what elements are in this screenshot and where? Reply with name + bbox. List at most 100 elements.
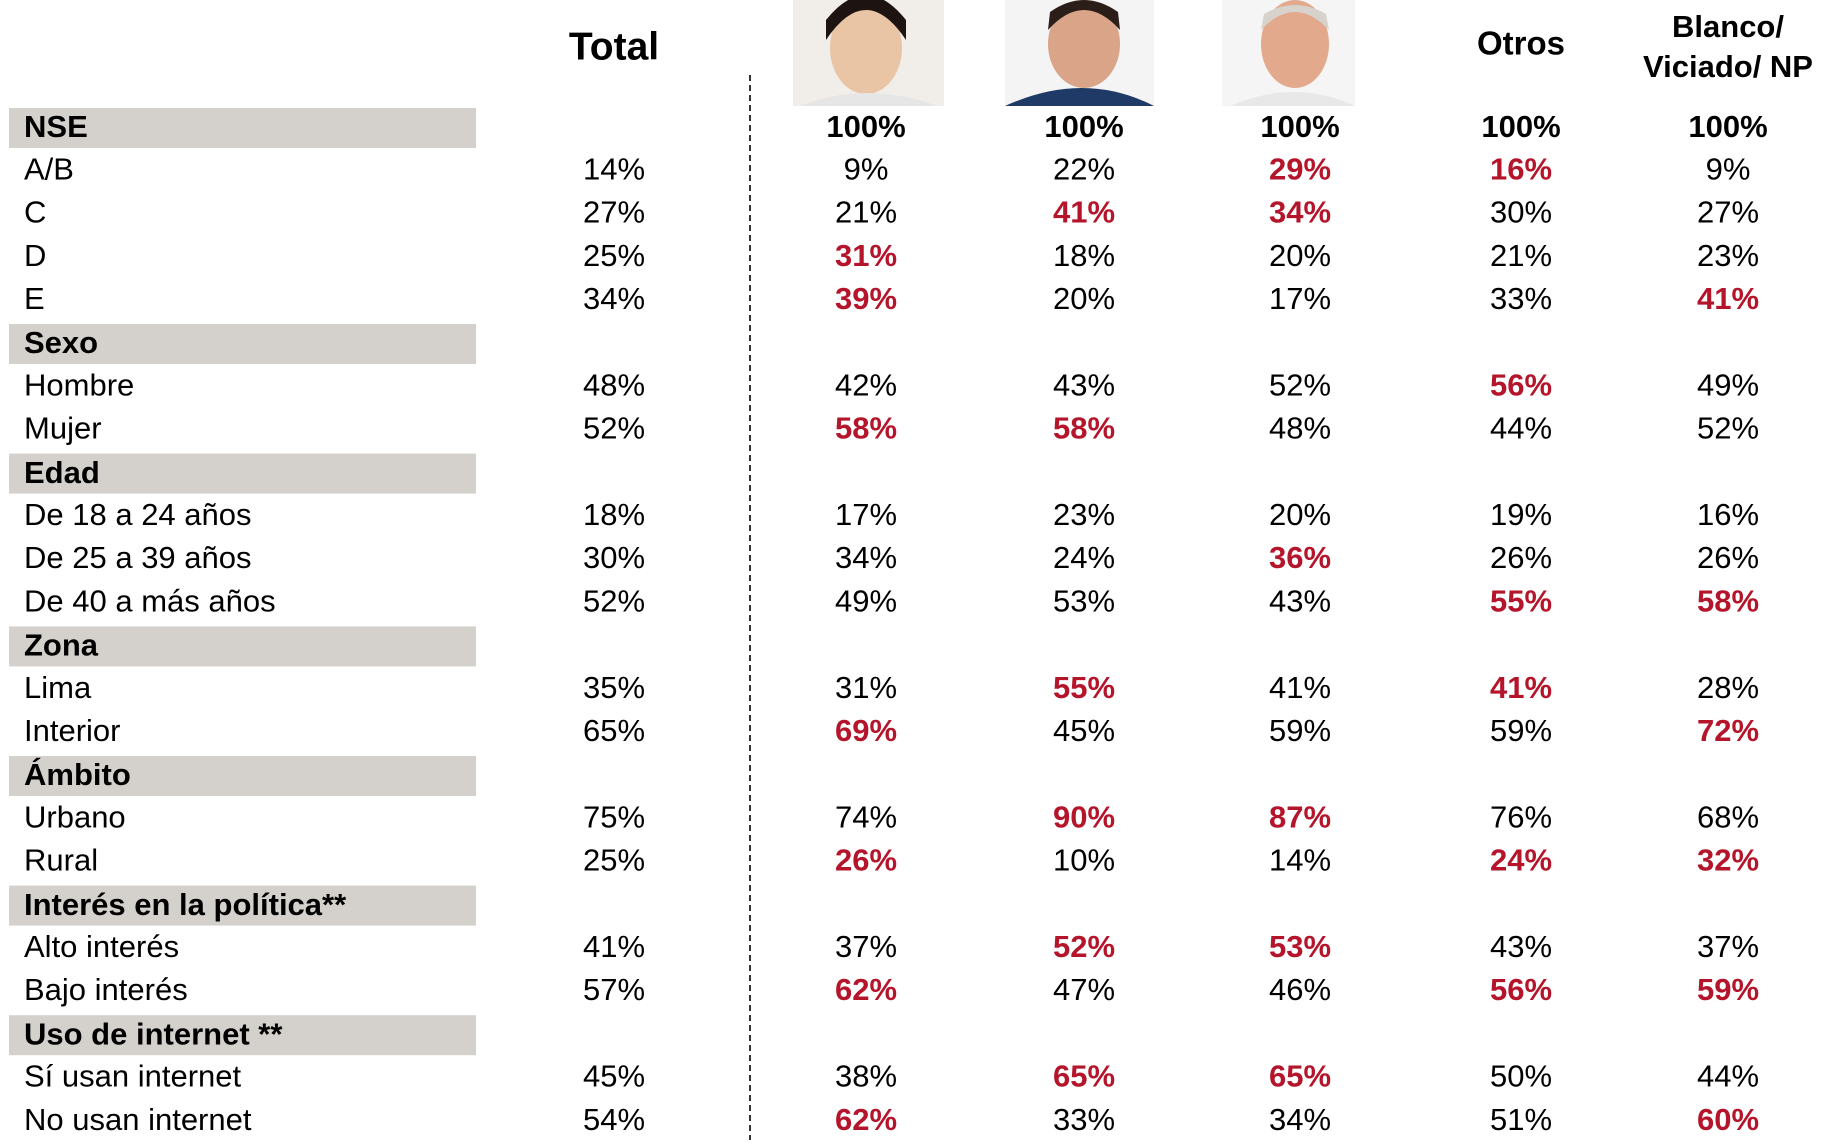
cell: 48% [583, 367, 645, 402]
row-label: Interior [24, 713, 120, 748]
cell: 57% [583, 972, 645, 1007]
cell: 41% [1490, 670, 1552, 705]
cell: 52% [583, 583, 645, 618]
cell: 34% [835, 540, 897, 575]
cell: 44% [1490, 411, 1552, 446]
cell: 90% [1053, 799, 1115, 834]
cell: 58% [835, 411, 897, 446]
cell: 59% [1269, 713, 1331, 748]
cell: 14% [583, 151, 645, 186]
section-title: Zona [24, 628, 99, 663]
cell: 26% [1697, 540, 1759, 575]
row-label: Bajo interés [24, 972, 188, 1007]
row-label: No usan internet [24, 1102, 252, 1137]
base-cell: 100% [1260, 109, 1339, 144]
photo [1222, 0, 1355, 106]
cell: 52% [1269, 367, 1331, 402]
cell: 17% [835, 497, 897, 532]
row-label: Mujer [24, 411, 102, 446]
cell: 62% [835, 972, 897, 1007]
cell: 32% [1697, 843, 1759, 878]
cell: 20% [1269, 497, 1331, 532]
cell: 33% [1053, 1102, 1115, 1137]
cell: 30% [583, 540, 645, 575]
cell: 10% [1053, 843, 1115, 878]
cell: 34% [1269, 1102, 1331, 1137]
cell: 37% [1697, 929, 1759, 964]
cell: 21% [1490, 238, 1552, 273]
cell: 26% [835, 843, 897, 878]
section-band [9, 324, 476, 364]
section-title: NSE [24, 109, 88, 144]
cell: 39% [835, 281, 897, 316]
section-band [9, 756, 476, 796]
cell: 49% [1697, 367, 1759, 402]
cell: 51% [1490, 1102, 1552, 1137]
section-title: Interés en la política** [24, 887, 347, 922]
cell: 9% [844, 151, 889, 186]
row-label: E [24, 281, 45, 316]
cell: 47% [1053, 972, 1115, 1007]
cell: 56% [1490, 367, 1552, 402]
cell: 27% [1697, 195, 1759, 230]
cell: 18% [1053, 238, 1115, 273]
row-label: De 40 a más años [24, 583, 276, 618]
cell: 9% [1706, 151, 1751, 186]
cell: 68% [1697, 799, 1759, 834]
cell: 24% [1490, 843, 1552, 878]
row-label: Urbano [24, 799, 126, 834]
cell: 69% [835, 713, 897, 748]
cell: 41% [583, 929, 645, 964]
cell: 58% [1697, 583, 1759, 618]
cell: 14% [1269, 843, 1331, 878]
cell: 48% [1269, 411, 1331, 446]
row-label: Sí usan internet [24, 1059, 242, 1094]
base-cell: 100% [1044, 109, 1123, 144]
row-label: De 25 a 39 años [24, 540, 252, 575]
row-label: Lima [24, 670, 92, 705]
cell: 49% [835, 583, 897, 618]
cell: 41% [1269, 670, 1331, 705]
section-title: Sexo [24, 325, 98, 360]
cell: 65% [1269, 1059, 1331, 1094]
cell: 59% [1490, 713, 1552, 748]
cell: 55% [1053, 670, 1115, 705]
col-total: Total [569, 25, 659, 68]
cell: 54% [583, 1102, 645, 1137]
cell: 31% [835, 670, 897, 705]
cell: 43% [1053, 367, 1115, 402]
cell: 37% [835, 929, 897, 964]
cell: 25% [583, 843, 645, 878]
cell: 52% [583, 411, 645, 446]
cell: 52% [1053, 929, 1115, 964]
cell: 17% [1269, 281, 1331, 316]
cell: 16% [1490, 151, 1552, 186]
cell: 41% [1053, 195, 1115, 230]
cell: 75% [583, 799, 645, 834]
cell: 36% [1269, 540, 1331, 575]
cell: 65% [583, 713, 645, 748]
row-label: Rural [24, 843, 98, 878]
cell: 30% [1490, 195, 1552, 230]
cell: 56% [1490, 972, 1552, 1007]
base-cell: 100% [826, 109, 905, 144]
cell: 43% [1490, 929, 1552, 964]
cell: 62% [835, 1102, 897, 1137]
cell: 55% [1490, 583, 1552, 618]
cell: 52% [1697, 411, 1759, 446]
section-band [9, 885, 476, 926]
cell: 34% [1269, 195, 1331, 230]
row-label: D [24, 238, 46, 273]
col-blank: Viciado/ NP [1643, 49, 1813, 84]
cell: 41% [1697, 281, 1759, 316]
cell: 50% [1490, 1059, 1552, 1094]
cell: 43% [1269, 583, 1331, 618]
col-others: Otros [1477, 25, 1565, 62]
cell: 20% [1269, 238, 1331, 273]
photo [793, 0, 944, 106]
cell: 59% [1697, 972, 1759, 1007]
row-label: Hombre [24, 367, 134, 402]
cell: 31% [835, 238, 897, 273]
base-cell: 100% [1688, 109, 1767, 144]
